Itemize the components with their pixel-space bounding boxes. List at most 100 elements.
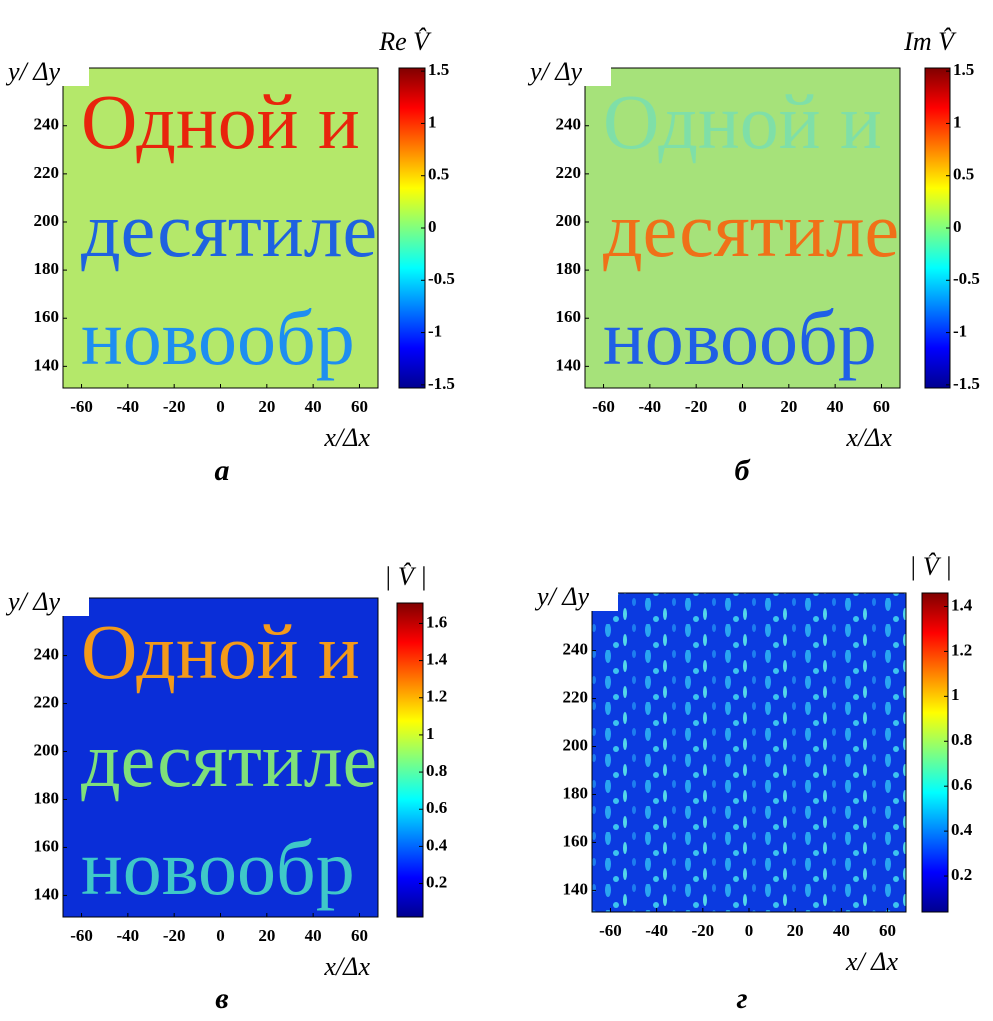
x-tick-label: -40	[117, 926, 140, 945]
colorbar-tick-label: 1	[953, 112, 962, 131]
x-tick-label: 40	[833, 921, 850, 940]
x-tick-label: 20	[787, 921, 804, 940]
x-axis-label: x/Δx	[323, 952, 370, 981]
colorbar-tick-label: 0.2	[951, 865, 972, 884]
colorbar-tick-label: 0.6	[951, 775, 972, 794]
y-tick-label: 140	[563, 879, 589, 898]
y-tick-label: 200	[556, 211, 582, 230]
panel-label: в	[215, 982, 228, 1015]
label-bg	[525, 52, 611, 86]
y-axis-label: y/ Δy	[5, 57, 61, 86]
image-text: новообр	[81, 294, 355, 381]
y-tick-label: 180	[563, 783, 589, 802]
colorbar-tick-label: 1	[951, 685, 960, 704]
y-tick-label: 180	[34, 259, 60, 278]
y-tick-label: 160	[34, 307, 60, 326]
x-axis-label: x/Δx	[845, 423, 892, 452]
colorbar-tick-label: -0.5	[953, 269, 980, 288]
y-tick-label: 160	[556, 307, 582, 326]
image-text-group: Одной и десятиле новообр	[603, 78, 899, 381]
image-text-group: Одной и десятиле новообр	[81, 78, 377, 381]
x-tick-label: -60	[70, 926, 93, 945]
y-tick-label: 240	[34, 115, 60, 134]
heatmap-image	[592, 593, 906, 912]
x-tick-label: -40	[645, 921, 668, 940]
colorbar-tick-label: 0.8	[951, 730, 972, 749]
x-tick-label: 40	[827, 397, 844, 416]
colorbar-label: | V̂ |	[384, 562, 427, 591]
image-text: новообр	[603, 294, 877, 381]
x-axis-label: x/Δx	[323, 423, 370, 452]
image-text: десятиле	[603, 186, 899, 273]
x-tick-label: -60	[599, 921, 622, 940]
y-tick-label: 240	[556, 115, 582, 134]
colorbar-tick-label: 1	[426, 724, 435, 743]
x-tick-label: 60	[873, 397, 890, 416]
y-tick-label: 180	[556, 259, 582, 278]
colorbar-tick-label: 1	[428, 112, 437, 131]
x-tick-label: -20	[685, 397, 708, 416]
y-tick-label: 220	[556, 163, 582, 182]
heatmap-image	[585, 68, 900, 388]
x-tick-label: -60	[70, 397, 93, 416]
heatmap-image	[63, 68, 378, 388]
x-tick-label: 60	[879, 921, 896, 940]
y-tick-label: 140	[556, 355, 582, 374]
y-axis-label: y/ Δy	[527, 57, 583, 86]
x-tick-label: -40	[639, 397, 662, 416]
y-tick-label: 200	[34, 740, 60, 759]
x-tick-label: -20	[691, 921, 714, 940]
y-axis-label: y/ Δy	[5, 587, 61, 616]
x-tick-label: 40	[305, 397, 322, 416]
colorbar-tick-label: 0.2	[426, 872, 447, 891]
x-tick-label: 0	[216, 397, 225, 416]
colorbar-tick-label: 0.5	[953, 165, 974, 184]
y-tick-label: 180	[34, 788, 60, 807]
y-axis-label: y/ Δy	[534, 582, 590, 611]
colorbar-tick-label: -1.5	[428, 374, 455, 393]
x-tick-label: -20	[163, 926, 186, 945]
y-tick-label: 220	[34, 692, 60, 711]
x-tick-label: -20	[163, 397, 186, 416]
colorbar-tick-label: -1	[953, 321, 967, 340]
colorbar	[924, 67, 951, 389]
y-tick-label: 200	[34, 211, 60, 230]
colorbar-tick-label: 0	[953, 217, 962, 236]
image-text-group: Одной и десятиле новообр	[81, 608, 377, 911]
colorbar-label: Im V̂	[903, 27, 957, 56]
colorbar-tick-label: 0	[428, 217, 437, 236]
panel-label: г	[736, 982, 747, 1015]
colorbar-label: | V̂ |	[909, 552, 952, 581]
x-tick-label: -60	[592, 397, 615, 416]
y-tick-label: 220	[563, 687, 589, 706]
x-tick-label: 0	[216, 926, 225, 945]
colorbar-tick-label: 0.5	[428, 165, 449, 184]
x-tick-label: 60	[351, 397, 368, 416]
image-text: десятиле	[81, 186, 377, 273]
x-tick-label: 0	[745, 921, 754, 940]
y-tick-label: 200	[563, 735, 589, 754]
x-tick-label: 20	[780, 397, 797, 416]
colorbar-tick-label: 1.2	[426, 687, 447, 706]
colorbar	[921, 592, 949, 913]
image-text: Одной и	[603, 78, 882, 165]
y-tick-label: 140	[34, 884, 60, 903]
colorbar-tick-label: 0.6	[426, 798, 447, 817]
x-tick-label: 20	[258, 926, 275, 945]
colorbar-tick-label: 0.4	[426, 835, 448, 854]
colorbar-tick-label: -1.5	[953, 374, 980, 393]
x-tick-label: 40	[305, 926, 322, 945]
y-tick-label: 220	[34, 163, 60, 182]
colorbar-tick-label: 0.8	[426, 761, 447, 780]
heatmap-image	[63, 598, 378, 917]
label-bg	[3, 582, 89, 616]
y-tick-label: 240	[563, 639, 589, 658]
colorbar-tick-label: 1.2	[951, 640, 972, 659]
panel-label: б	[735, 454, 751, 487]
y-tick-label: 240	[34, 644, 60, 663]
colorbar-tick-label: -0.5	[428, 269, 455, 288]
colorbar-tick-label: 1.5	[953, 60, 974, 79]
x-tick-label: 60	[351, 926, 368, 945]
y-tick-label: 160	[34, 836, 60, 855]
